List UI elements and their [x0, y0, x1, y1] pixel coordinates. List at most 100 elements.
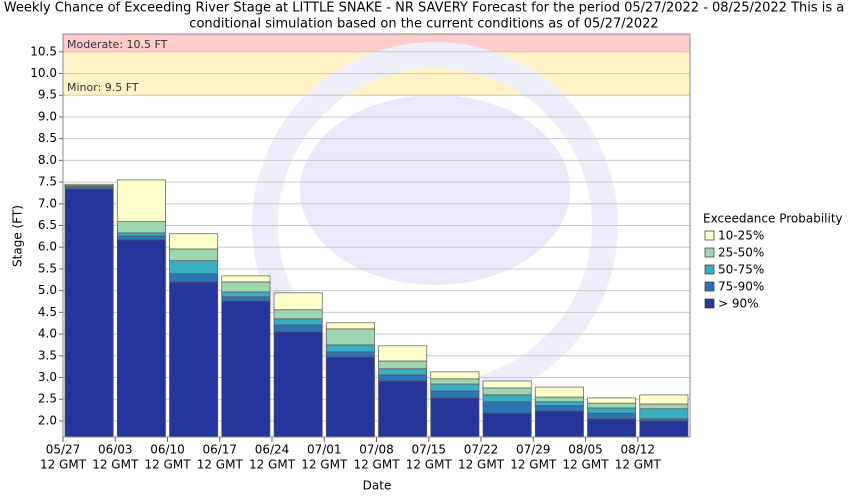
x-tick-label: 06/24 [255, 443, 290, 457]
x-tick-label: 12 GMT [615, 458, 662, 472]
y-tick-label: 2.0 [38, 413, 57, 427]
bar-segment [482, 387, 532, 396]
bar-segment [639, 403, 689, 410]
legend-swatch [704, 230, 715, 241]
bar-segment [378, 380, 428, 438]
y-tick-label: 7.0 [38, 196, 57, 210]
bar-segment [430, 397, 480, 438]
bar-segment [587, 418, 637, 438]
bar-segment [116, 179, 166, 222]
y-tick-label: 5.5 [38, 261, 57, 275]
bar-segment [116, 232, 166, 237]
bar-segment [378, 345, 428, 362]
y-tick-label: 9.5 [38, 88, 57, 102]
y-tick-label: 6.5 [38, 218, 57, 232]
x-tick-label: 12 GMT [353, 458, 400, 472]
bar-segment [221, 275, 271, 283]
x-tick-label: 07/01 [307, 443, 342, 457]
legend-label: 10-25% [718, 229, 764, 243]
x-tick-label: 08/05 [568, 443, 603, 457]
legend-label: 50-75% [718, 263, 764, 277]
bar-segment [482, 394, 532, 403]
bar-segment [325, 328, 375, 346]
bar-segment [534, 396, 584, 403]
bar-segment [534, 386, 584, 398]
x-tick-label: 12 GMT [92, 458, 139, 472]
legend-swatch [704, 247, 715, 258]
x-tick-label: 12 GMT [40, 458, 87, 472]
bar-segment [325, 356, 375, 438]
x-tick-label: 12 GMT [562, 458, 609, 472]
bar-segment [64, 188, 114, 438]
bar-segment [534, 401, 584, 407]
y-axis-label: Stage (FT) [11, 205, 25, 267]
bar-segment [587, 402, 637, 409]
bar-segment [534, 410, 584, 438]
zone-label: Minor: 9.5 FT [67, 81, 139, 94]
x-tick-label: 06/17 [202, 443, 237, 457]
x-tick-label: 12 GMT [406, 458, 453, 472]
bar-segment [221, 300, 271, 438]
x-tick-label: 07/29 [516, 443, 551, 457]
bar-segment [639, 420, 689, 438]
x-tick-label: 12 GMT [510, 458, 557, 472]
y-tick-label: 10.5 [30, 44, 57, 58]
bar-segment [116, 221, 166, 234]
chart-title: conditional simulation based on the curr… [189, 17, 658, 32]
bar-segment [325, 322, 375, 330]
x-tick-label: 05/27 [46, 443, 81, 457]
y-tick-label: 8.5 [38, 131, 57, 145]
x-tick-label: 07/15 [411, 443, 446, 457]
x-tick-label: 12 GMT [301, 458, 348, 472]
bar-segment [430, 371, 480, 380]
bar-segment [430, 383, 480, 392]
x-tick-label: 12 GMT [458, 458, 505, 472]
bar-segment [273, 324, 323, 333]
bar-segment [325, 344, 375, 353]
y-tick-label: 3.0 [38, 370, 57, 384]
y-tick-label: 9.0 [38, 109, 57, 123]
bar-segment [116, 239, 166, 438]
bar-segment [639, 408, 689, 420]
y-tick-label: 2.5 [38, 392, 57, 406]
zone-label: Moderate: 10.5 FT [67, 38, 168, 51]
bar-segment [64, 183, 114, 186]
x-tick-label: 12 GMT [144, 458, 191, 472]
bar-segment [378, 374, 428, 382]
bar-segment [482, 380, 532, 389]
x-tick-label: 06/10 [150, 443, 185, 457]
y-tick-label: 10.0 [30, 66, 57, 80]
bar-segment [325, 351, 375, 358]
bar-segment [482, 412, 532, 438]
watermark [300, 95, 570, 285]
legend-label: 25-50% [718, 246, 764, 260]
bar-segment [273, 331, 323, 438]
x-tick-label: 12 GMT [197, 458, 244, 472]
bar-segment [169, 281, 219, 438]
legend-label: > 90% [718, 297, 759, 311]
bar-segment [534, 405, 584, 412]
bar-segment [587, 397, 637, 404]
bar-segment [430, 390, 480, 399]
bar-segment [430, 378, 480, 385]
x-axis-label: Date [363, 479, 392, 493]
legend-swatch [704, 264, 715, 275]
x-tick-label: 12 GMT [249, 458, 296, 472]
y-tick-label: 4.0 [38, 327, 57, 341]
bar-segment [169, 260, 219, 275]
legend-swatch [704, 298, 715, 309]
bar-segment [378, 368, 428, 376]
bar-segment [587, 407, 637, 414]
flood-zone [63, 34, 690, 52]
bar-segment [273, 292, 323, 311]
bar-segment [169, 248, 219, 262]
bar-segment [221, 281, 271, 293]
y-tick-label: 4.5 [38, 305, 57, 319]
chart-title: Weekly Chance of Exceeding River Stage a… [4, 1, 845, 16]
y-tick-label: 8.0 [38, 153, 57, 167]
legend-swatch [704, 281, 715, 292]
y-tick-label: 5.0 [38, 283, 57, 297]
bar-segment [169, 273, 219, 283]
bar-segment [273, 318, 323, 326]
bar-segment [273, 309, 323, 320]
